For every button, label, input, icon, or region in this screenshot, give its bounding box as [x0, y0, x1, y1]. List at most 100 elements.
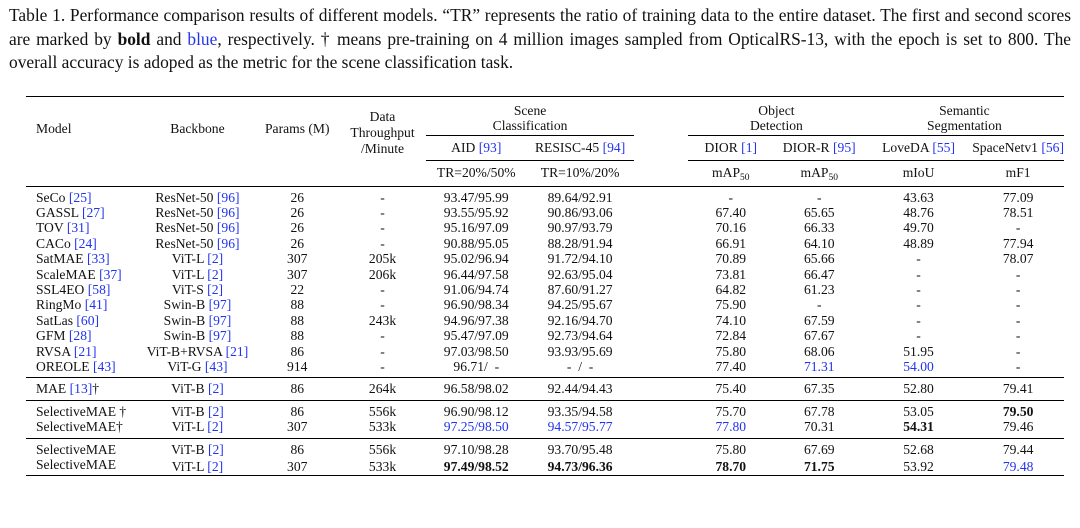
cell-dior: 70.16: [715, 220, 747, 236]
cell-loveda: 51.95: [903, 343, 934, 359]
cell-bb: ViT-B+RVSA [21]: [146, 343, 249, 359]
cell-params: 88: [290, 297, 305, 313]
cell-resisc: 87.60/91.27: [547, 281, 613, 297]
cell-dior: 75.80: [715, 343, 747, 359]
header-map: mAP50: [712, 165, 750, 184]
cell-model: GFM [28]: [36, 328, 92, 344]
cell-bb: Swin-B [97]: [163, 328, 232, 344]
cell-aid: 93.55/95.92: [443, 204, 509, 220]
caption-text: and: [150, 28, 188, 49]
cell-params: 307: [287, 266, 308, 282]
header-loveda: LoveDA [55]: [864, 135, 973, 161]
table-row: GFM [28] Swin-B [97] 88 - 95.47/97.09 92.73/9…: [26, 328, 1064, 343]
table-row: RingMo [41] Swin-B [97] 88 - 96.90/98.34 94.2…: [26, 297, 1064, 312]
table-row: RVSA [21] ViT-B+RVSA [21] 86 - 97.03/98.50 93…: [26, 344, 1064, 359]
header-map: mAP50: [800, 165, 838, 184]
header-object: Object Detection: [687, 96, 865, 136]
cell-space: -: [1015, 312, 1021, 328]
cell-aid: 96.71/ -: [453, 358, 500, 374]
cell-model: TOV [31]: [36, 220, 90, 236]
header-params: Params (M): [264, 120, 330, 136]
cell-diorr: -: [816, 297, 822, 313]
header-dior: DIOR [1]: [687, 135, 774, 161]
cell-thr: -: [380, 328, 385, 344]
caption-text: Table 1. Performance comparison results …: [9, 5, 1071, 49]
header-miou: mIoU: [902, 165, 935, 181]
table-row: SelectiveMAE ViT-L [2] 307 533k 97.49/98.…: [26, 457, 1064, 476]
cell-aid: 95.02/96.94: [443, 251, 509, 267]
header-throughput: Data Throughput /Minute: [339, 97, 426, 161]
cell-aid: 96.44/97.58: [443, 266, 509, 282]
table-row: TOV [31] ResNet-50 [96] 26 - 95.16/97.09 90.9…: [26, 220, 1064, 235]
table-row: SelectiveMAE† ViT-L [2] 307 533k 97.25/98…: [36, 419, 1034, 435]
header-tr-resisc: TR=10%/20%: [540, 165, 620, 181]
cell-aid: 94.96/97.38: [443, 312, 509, 328]
table-row: ScaleMAE [37] ViT-L [2] 307 206k 96.44/97.58…: [26, 267, 1064, 282]
cell-bb: Swin-B [97]: [163, 312, 232, 328]
cell-loveda: -: [916, 281, 921, 297]
cell-loveda: 48.89: [903, 235, 934, 251]
cell-dior: 73.81: [715, 266, 747, 282]
table-caption: Table 1. Performance comparison results …: [9, 4, 1071, 75]
cell-diorr: 61.23: [803, 281, 835, 297]
cell-aid: 95.16/97.09: [443, 220, 509, 236]
cell-loveda: -: [916, 297, 921, 313]
cell-loveda: 54.00: [903, 358, 934, 374]
cell-model: ScaleMAE [37]: [36, 266, 122, 282]
cell-thr: -: [380, 297, 385, 313]
cell-resisc: 93.93/95.69: [547, 343, 613, 359]
table-row: OREOLE [43] ViT-G [43] 914 - 96.71/ - - / - 77…: [26, 359, 1064, 374]
cell-diorr: 66.33: [803, 220, 835, 236]
cell-space: -: [1015, 266, 1021, 282]
cell-space: 78.51: [1002, 204, 1034, 220]
header-row-2: AID [93] RESISC-45 [94] DIOR [1] DIOR-R …: [26, 135, 1064, 161]
cell-resisc: 91.72/94.10: [547, 251, 613, 267]
table-row: SatLas [60] Swin-B [97] 88 243k 94.96/97.38 9…: [26, 313, 1064, 328]
cell-space: 77.94: [1002, 235, 1034, 251]
header-resisc: RESISC-45 [94]: [526, 135, 634, 161]
cell-resisc: 88.28/91.94: [547, 235, 613, 251]
cell-model: RVSA [21]: [36, 343, 97, 359]
header-backbone: Backbone: [170, 120, 225, 136]
header-spacenet: SpaceNetv1 [56]: [972, 135, 1064, 161]
header-scene-line: Classification: [492, 118, 568, 133]
cell-space: -: [1015, 343, 1021, 359]
cell-params: 88: [290, 328, 305, 344]
cell-loveda: -: [916, 251, 921, 267]
cell-aid: 97.03/98.50: [443, 343, 509, 359]
cell-bb: ViT-S [2]: [171, 281, 224, 297]
header-throughput-line: Data: [369, 108, 396, 124]
cell-loveda: 49.70: [903, 220, 934, 236]
cell-resisc: 92.73/94.64: [547, 328, 613, 344]
cell-space: 77.09: [1002, 189, 1034, 205]
cell-dior: 70.89: [715, 251, 747, 267]
cell-thr: -: [380, 358, 385, 374]
header-throughput-line: Throughput: [350, 124, 415, 140]
cell-model: RingMo [41]: [36, 297, 108, 313]
table-row: MAE [13]† ViT-B [2] 86 264k 96.58/98.02 92…: [36, 381, 1034, 397]
cell-thr: -: [380, 235, 385, 251]
header-object-line: Object: [758, 103, 795, 118]
cell-params: 26: [290, 189, 305, 205]
cell-params: 22: [290, 281, 305, 297]
cell-resisc: 92.63/95.04: [547, 266, 613, 282]
cell-params: 88: [290, 312, 305, 328]
cell-diorr: 64.10: [803, 235, 835, 251]
cell-aid: 91.06/94.74: [443, 281, 509, 297]
table-row: SatMAE [33] ViT-L [2] 307 205k 95.02/96.94 91…: [26, 251, 1064, 266]
cell-dior: 75.90: [715, 297, 747, 313]
cell-space: -: [1015, 220, 1021, 236]
cell-model: SatLas [60]: [36, 312, 100, 328]
cell-space: -: [1015, 328, 1021, 344]
cell-loveda: -: [916, 266, 921, 282]
cell-dior: 67.40: [715, 204, 747, 220]
header-scene: Scene Classification: [426, 96, 634, 136]
cell-diorr: 65.65: [803, 204, 835, 220]
cell-model: GASSL [27]: [36, 204, 105, 220]
cell-loveda: 48.76: [903, 204, 934, 220]
group-selectivemae-dagger: SelectiveMAE † ViT-B [2] 86 556k 96.90/98…: [26, 400, 1064, 438]
cell-diorr: -: [816, 189, 822, 205]
cell-params: 307: [287, 251, 308, 267]
cell-thr: 205k: [368, 251, 397, 267]
group-baselines: SeCo [25] ResNet-50 [96] 26 - 93.47/95.99 89.…: [26, 190, 1064, 378]
